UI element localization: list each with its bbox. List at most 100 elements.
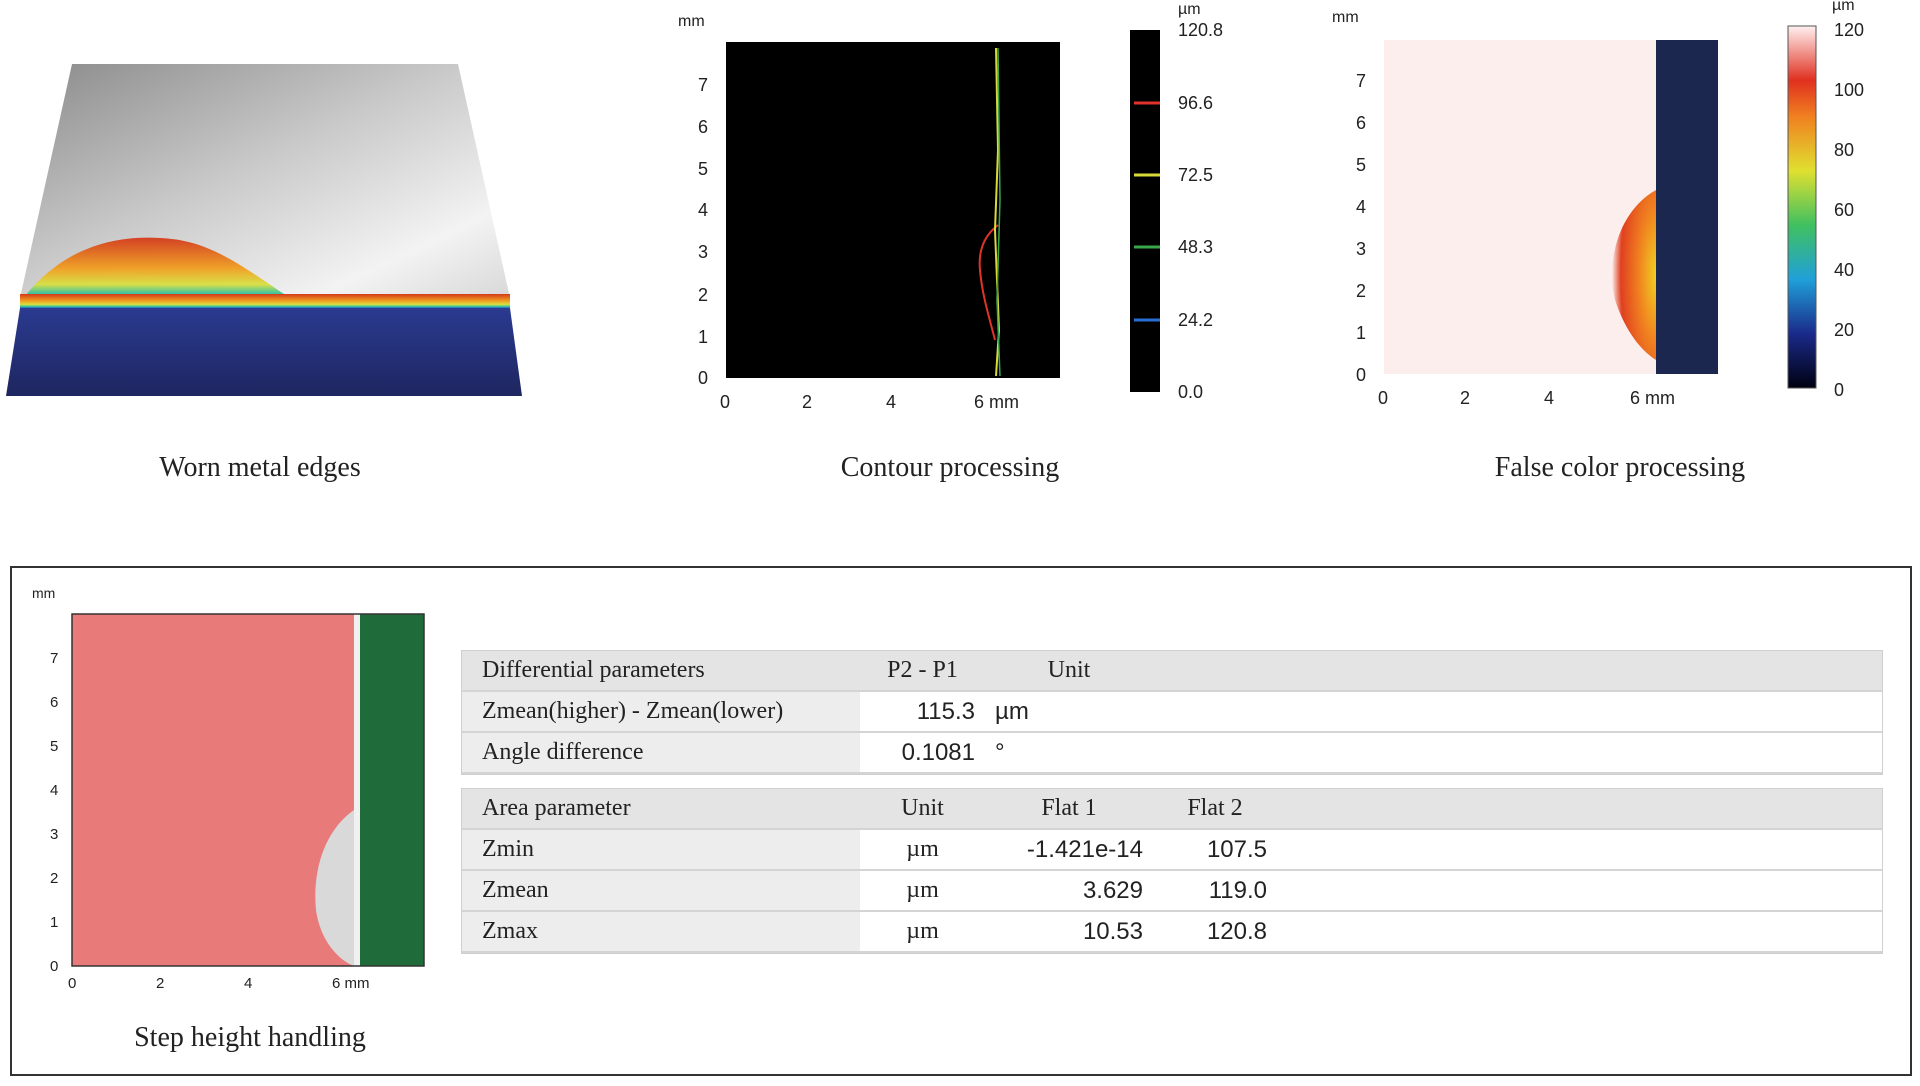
x-tick: 6 mm bbox=[1630, 388, 1675, 408]
colorbar-label: 24.2 bbox=[1178, 310, 1213, 330]
table-cell: µm bbox=[860, 911, 985, 953]
colorbar-label: 0 bbox=[1834, 380, 1844, 400]
table-cell: ° bbox=[985, 732, 1153, 774]
table-row: Area parameter Unit Flat 1 Flat 2 bbox=[462, 789, 1882, 830]
contour-chart: mm 0 1 2 3 4 5 6 7 0 2 4 6 mm µm 120.8 9… bbox=[660, 0, 1260, 420]
x-tick: 4 bbox=[244, 975, 252, 992]
false-color-colorbar-labels: 120 100 80 60 40 20 0 bbox=[1834, 20, 1864, 400]
y-tick: 2 bbox=[50, 870, 58, 887]
x-tick: 2 bbox=[1460, 388, 1470, 408]
y-tick: 1 bbox=[698, 327, 708, 347]
x-tick: 6 mm bbox=[332, 975, 370, 992]
y-tick: 2 bbox=[698, 285, 708, 305]
contour-plot-area bbox=[726, 42, 1060, 378]
table-cell: 107.5 bbox=[1153, 829, 1277, 871]
table-cell: Zmean(higher) - Zmean(lower) bbox=[462, 691, 860, 733]
colorbar-label: 60 bbox=[1834, 200, 1854, 220]
contour-line-green bbox=[996, 47, 1001, 377]
step-y-ticks: 0 1 2 3 4 5 6 7 bbox=[50, 650, 58, 975]
lower-surface bbox=[6, 308, 522, 396]
y-tick: 6 bbox=[1356, 113, 1366, 133]
table-row: Zmin µm -1.421e-14 107.5 bbox=[462, 829, 1882, 871]
y-tick: 0 bbox=[1356, 365, 1366, 385]
y-tick: 4 bbox=[1356, 197, 1366, 217]
step-x-ticks: 0 2 4 6 mm bbox=[68, 975, 370, 992]
table-cell: 3.629 bbox=[985, 870, 1153, 912]
table-row: Zmean(higher) - Zmean(lower) 115.3 µm bbox=[462, 691, 1882, 733]
table-header-cell: Differential parameters bbox=[462, 651, 860, 692]
contour-colorbar-labels: 120.8 96.6 72.5 48.3 24.2 0.0 bbox=[1178, 20, 1223, 402]
y-unit-label: mm bbox=[32, 585, 55, 601]
caption-worn: Worn metal edges bbox=[159, 452, 361, 483]
y-tick: 1 bbox=[1356, 323, 1366, 343]
x-tick: 0 bbox=[68, 975, 76, 992]
contour-colorbar bbox=[1130, 30, 1160, 392]
x-tick: 0 bbox=[720, 392, 730, 412]
y-tick: 5 bbox=[1356, 155, 1366, 175]
worn-region bbox=[22, 237, 290, 300]
y-tick: 6 bbox=[698, 117, 708, 137]
x-tick: 6 mm bbox=[974, 392, 1019, 412]
y-tick: 7 bbox=[698, 75, 708, 95]
colorbar-label: 100 bbox=[1834, 80, 1864, 100]
table-cell: 10.53 bbox=[985, 911, 1153, 953]
table-cell bbox=[1153, 651, 1882, 692]
step-height-chart: mm 0 1 2 3 4 5 6 7 0 2 4 6 mm bbox=[20, 580, 440, 1000]
step-height-box bbox=[10, 566, 1912, 1076]
area-table: Area parameter Unit Flat 1 Flat 2 Zmin µ… bbox=[462, 789, 1882, 953]
colorbar-label: 0.0 bbox=[1178, 382, 1203, 402]
x-tick: 4 bbox=[1544, 388, 1554, 408]
table-cell: 0.1081 bbox=[860, 732, 985, 774]
table-cell bbox=[1277, 870, 1882, 912]
colorbar-label: 96.6 bbox=[1178, 93, 1213, 113]
y-tick: 6 bbox=[50, 694, 58, 711]
table-row: Angle difference 0.1081 ° bbox=[462, 732, 1882, 774]
y-tick: 1 bbox=[50, 914, 58, 931]
table-cell: Zmax bbox=[462, 911, 860, 953]
table-row: Differential parameters P2 - P1 Unit bbox=[462, 651, 1882, 692]
table-cell bbox=[1153, 691, 1882, 733]
x-tick: 2 bbox=[156, 975, 164, 992]
y-tick: 4 bbox=[698, 200, 708, 220]
y-unit-label: mm bbox=[1332, 9, 1359, 26]
table-cell: -1.421e-14 bbox=[985, 829, 1153, 871]
table-cell: Angle difference bbox=[462, 732, 860, 774]
contour-line-yellow bbox=[993, 47, 1001, 377]
table-header-cell: P2 - P1 bbox=[860, 651, 985, 692]
colorbar-unit-label: µm bbox=[1832, 0, 1855, 14]
y-tick: 0 bbox=[698, 368, 708, 388]
false-color-worn-blob bbox=[1611, 190, 1656, 360]
false-color-x-ticks: 0 2 4 6 mm bbox=[1378, 388, 1675, 408]
table-row: Zmean µm 3.629 119.0 bbox=[462, 870, 1882, 912]
table-cell bbox=[1153, 732, 1882, 774]
false-color-y-ticks: 0 1 2 3 4 5 6 7 bbox=[1356, 71, 1366, 385]
table-cell: 119.0 bbox=[1153, 870, 1277, 912]
table-header-cell: Flat 2 bbox=[1153, 789, 1277, 830]
table-cell bbox=[1277, 789, 1882, 830]
table-cell: µm bbox=[860, 829, 985, 871]
y-tick: 5 bbox=[50, 738, 58, 755]
table-header-cell: Area parameter bbox=[462, 789, 860, 830]
colorbar-label: 120.8 bbox=[1178, 20, 1223, 40]
y-tick: 7 bbox=[50, 650, 58, 667]
y-tick: 4 bbox=[50, 782, 58, 799]
table-cell bbox=[1277, 911, 1882, 953]
caption-contour: Contour processing bbox=[840, 452, 1060, 483]
y-tick: 3 bbox=[50, 826, 58, 843]
x-tick: 4 bbox=[886, 392, 896, 412]
contour-y-ticks: 0 1 2 3 4 5 6 7 bbox=[698, 75, 708, 388]
table-header-cell: Unit bbox=[985, 651, 1153, 692]
table-cell: 115.3 bbox=[860, 691, 985, 733]
table-cell: µm bbox=[985, 691, 1153, 733]
differential-table: Differential parameters P2 - P1 Unit Zme… bbox=[462, 651, 1882, 774]
table-header-cell: Unit bbox=[860, 789, 985, 830]
y-unit-label: mm bbox=[678, 13, 705, 30]
colorbar-label: 40 bbox=[1834, 260, 1854, 280]
step-lower-region bbox=[354, 614, 424, 966]
colorbar-label: 72.5 bbox=[1178, 165, 1213, 185]
table-header-cell: Flat 1 bbox=[985, 789, 1153, 830]
caption-step: Step height handling bbox=[134, 1022, 366, 1053]
worn-metal-3d-render bbox=[0, 50, 530, 410]
colorbar-label: 20 bbox=[1834, 320, 1854, 340]
table-row: Zmax µm 10.53 120.8 bbox=[462, 911, 1882, 953]
